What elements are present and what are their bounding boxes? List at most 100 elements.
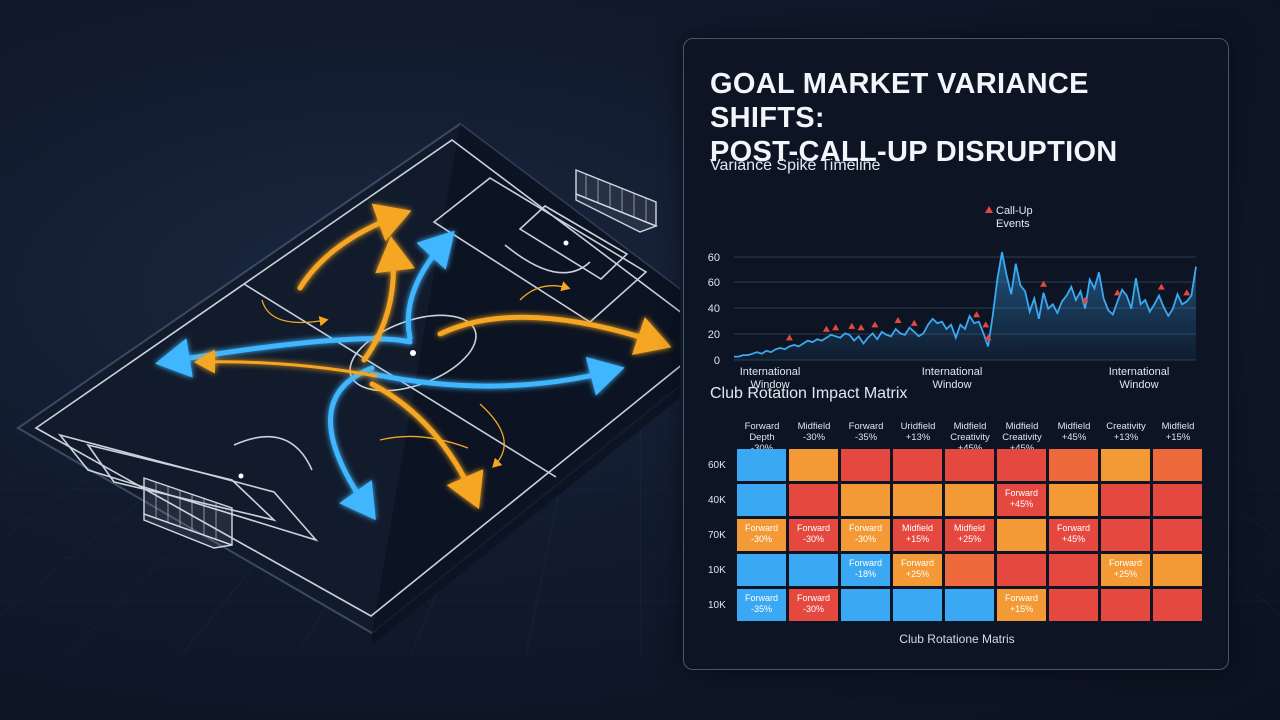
matrix-cell bbox=[1101, 519, 1150, 551]
matrix-column-header: Midfield Creativity +45% bbox=[1002, 421, 1042, 454]
matrix-cell: Forward -30% bbox=[737, 519, 786, 551]
orange-movement-arrows bbox=[194, 203, 672, 510]
call-up-event-marker bbox=[894, 317, 902, 324]
chart-legend: Call-Up Events bbox=[985, 205, 1033, 230]
y-tick-label: 0 bbox=[714, 355, 720, 367]
goal-bottom bbox=[143, 477, 233, 549]
matrix-cell bbox=[1049, 589, 1098, 621]
matrix-cell bbox=[1153, 449, 1202, 481]
matrix-cell: Forward -30% bbox=[789, 519, 838, 551]
matrix-column-header: Midfield -30% bbox=[797, 421, 831, 443]
legend-label-line1: Call-Up bbox=[996, 205, 1033, 217]
matrix-row-label: 10K bbox=[708, 565, 726, 576]
y-tick-label: 60 bbox=[708, 252, 720, 264]
matrix-cell bbox=[945, 449, 994, 481]
matrix-cell bbox=[1049, 484, 1098, 516]
matrix-cell bbox=[1153, 519, 1202, 551]
call-up-event-marker bbox=[973, 311, 981, 318]
matrix-cell bbox=[1049, 554, 1098, 586]
x-axis-label: Window bbox=[750, 379, 789, 391]
matrix-cell bbox=[789, 554, 838, 586]
call-up-event-marker bbox=[848, 322, 856, 329]
call-up-event-marker bbox=[785, 334, 793, 341]
matrix-cell bbox=[945, 554, 994, 586]
call-up-event-marker bbox=[984, 334, 992, 341]
matrix-cell: Midfield +25% bbox=[945, 519, 994, 551]
y-tick-label: 20 bbox=[708, 329, 720, 341]
matrix-cell bbox=[789, 449, 838, 481]
matrix-cell: Forward +45% bbox=[1049, 519, 1098, 551]
matrix-cell bbox=[893, 589, 942, 621]
matrix-cell: Forward -18% bbox=[841, 554, 890, 586]
tactical-pitch bbox=[16, 122, 680, 645]
matrix-cell: Forward +45% bbox=[997, 484, 1046, 516]
matrix-row-label: 40K bbox=[708, 495, 726, 506]
y-tick-label: 60 bbox=[708, 277, 720, 289]
call-up-event-marker bbox=[1157, 283, 1165, 290]
matrix-cell bbox=[997, 554, 1046, 586]
x-axis-label: International bbox=[740, 366, 801, 378]
y-tick-label: 40 bbox=[708, 303, 720, 315]
matrix-column-header: Midfield +15% bbox=[1161, 421, 1195, 443]
call-up-event-marker bbox=[1113, 289, 1121, 296]
timeline-title: Variance Spike Timeline bbox=[710, 157, 881, 174]
matrix-cell bbox=[737, 484, 786, 516]
matrix-cell bbox=[893, 449, 942, 481]
matrix-cell: Forward -35% bbox=[737, 589, 786, 621]
matrix-cell bbox=[1049, 449, 1098, 481]
matrix-cell: Forward -30% bbox=[789, 589, 838, 621]
matrix-cell: Forward +15% bbox=[997, 589, 1046, 621]
legend-label-line2: Events bbox=[996, 218, 1030, 230]
matrix-column-header: Midfield +45% bbox=[1057, 421, 1091, 443]
matrix-cell bbox=[841, 589, 890, 621]
matrix-cell bbox=[737, 554, 786, 586]
matrix-row-label: 60K bbox=[708, 460, 726, 471]
call-up-event-marker bbox=[871, 321, 879, 328]
call-up-event-marker bbox=[1183, 289, 1191, 296]
matrix-cell bbox=[1101, 484, 1150, 516]
matrix-cell bbox=[893, 484, 942, 516]
matrix-cell: Forward -30% bbox=[841, 519, 890, 551]
matrix-row-label: 10K bbox=[708, 600, 726, 611]
blue-movement-arrows bbox=[155, 230, 625, 521]
matrix-cell bbox=[737, 449, 786, 481]
call-up-event-marker bbox=[982, 321, 990, 328]
x-axis-label: International bbox=[922, 366, 983, 378]
call-up-event-marker bbox=[857, 324, 865, 331]
matrix-cell: Forward +25% bbox=[1101, 554, 1150, 586]
legend-marker bbox=[985, 206, 993, 213]
matrix-cell bbox=[997, 519, 1046, 551]
matrix-cell bbox=[841, 484, 890, 516]
x-axis-label: Window bbox=[1119, 379, 1158, 391]
matrix-cell: Forward +25% bbox=[893, 554, 942, 586]
goal-top bbox=[575, 168, 658, 233]
call-up-event-marker bbox=[822, 325, 830, 332]
matrix-caption: Club Rotatione Matris bbox=[899, 632, 1015, 646]
call-up-event-marker bbox=[910, 319, 918, 326]
variance-line bbox=[734, 251, 1197, 358]
matrix-column-header: Midfield Creativity +45% bbox=[950, 421, 990, 454]
matrix-column-header: Creativity +13% bbox=[1106, 421, 1146, 443]
matrix-cell bbox=[1101, 449, 1150, 481]
x-axis-label: International bbox=[1109, 366, 1170, 378]
matrix-cell bbox=[1153, 554, 1202, 586]
matrix-column-header: Uridfield +13% bbox=[900, 421, 936, 443]
matrix-column-header: Forward Depth -30% bbox=[744, 421, 780, 454]
call-up-event-marker bbox=[832, 324, 840, 331]
matrix-cell bbox=[1153, 589, 1202, 621]
matrix-cell bbox=[1153, 484, 1202, 516]
analysis-panel: GOAL MARKET VARIANCE SHIFTS: POST-CALL-U… bbox=[683, 38, 1229, 670]
x-axis-label: Window bbox=[932, 379, 971, 391]
matrix-cell bbox=[997, 449, 1046, 481]
matrix-title: Club Rotation Impact Matrix bbox=[710, 385, 908, 402]
variance-area bbox=[734, 252, 1196, 360]
thin-pass-lines bbox=[261, 281, 571, 468]
matrix-row-label: 70K bbox=[708, 530, 726, 541]
matrix-cell: Midfield +15% bbox=[893, 519, 942, 551]
call-up-event-marker bbox=[1081, 296, 1089, 303]
call-up-event-marker bbox=[1040, 280, 1048, 287]
matrix-column-header: Forward -35% bbox=[848, 421, 884, 443]
matrix-cell bbox=[789, 484, 838, 516]
matrix-cell bbox=[1101, 589, 1150, 621]
